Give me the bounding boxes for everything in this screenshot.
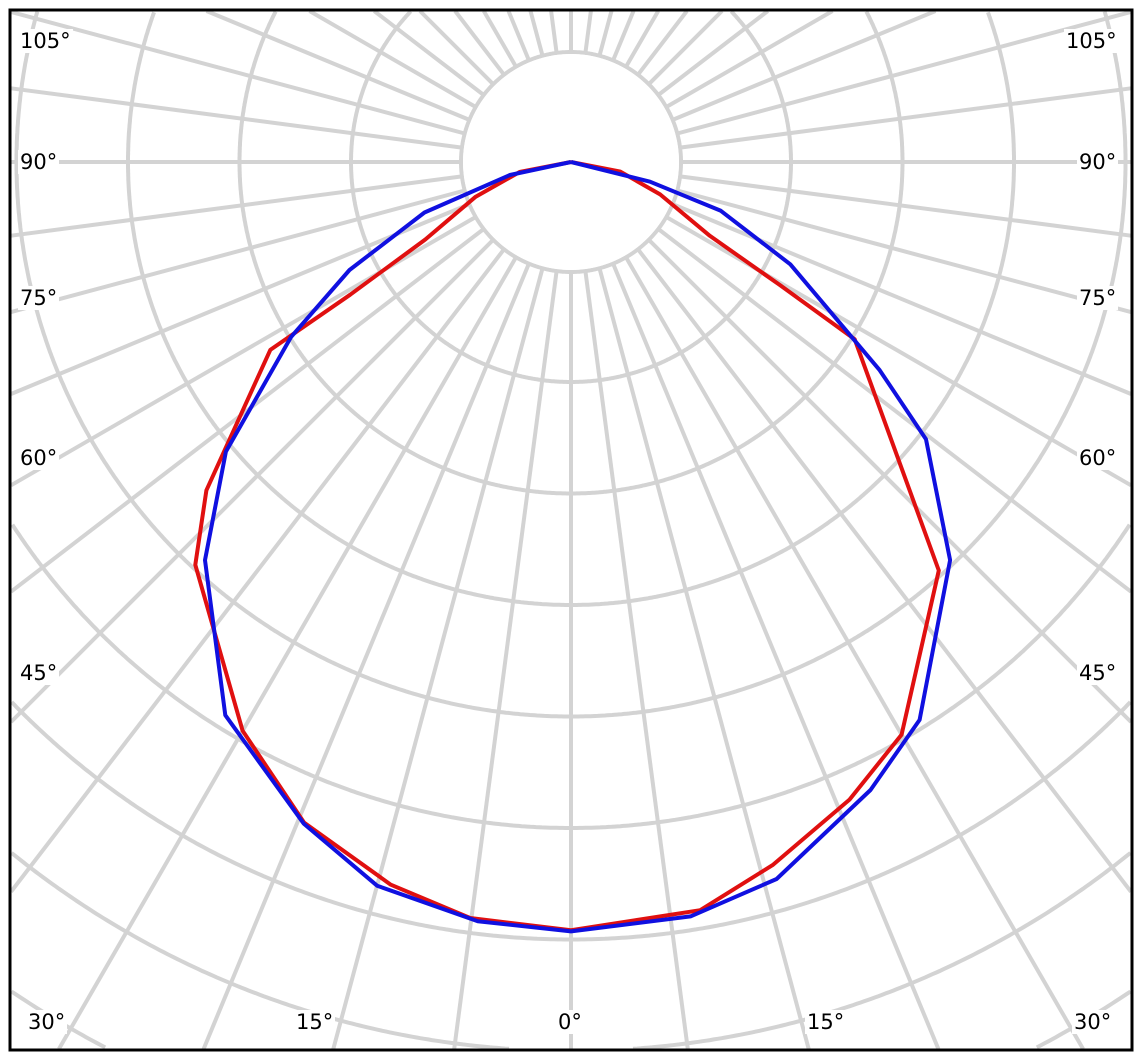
grid-radial-line [679, 86, 1132, 150]
angle-label-right-75: 75° [1077, 286, 1119, 310]
grid-radial-line [453, 9, 506, 76]
grid-ring [14, 10, 1128, 719]
grid-radial-line [9, 238, 495, 724]
angle-label-bottom-0: 0° [556, 1010, 584, 1034]
angle-label-left-90: 90° [18, 150, 60, 174]
grid-radial-line [624, 9, 660, 68]
grid-radial-line [611, 10, 636, 62]
grid-radial-line [9, 248, 506, 894]
grid-radial-line [57, 256, 518, 1051]
angle-label-left-45: 45° [18, 661, 60, 685]
grid-radial-line [611, 262, 941, 1050]
angle-label-left-105: 105° [18, 29, 73, 53]
grid-radial-line [676, 9, 1132, 136]
grid-radial-line [10, 86, 463, 150]
series-line-2 [203, 160, 953, 934]
angle-label-bottom-15-left: 15° [294, 1010, 336, 1034]
grid-radial-line [679, 174, 1132, 238]
grid-ring [459, 50, 683, 274]
grid-radial-line [657, 9, 770, 97]
plot-border [8, 8, 1134, 1052]
angle-label-right-105: 105° [1064, 29, 1119, 53]
grid-radial-line [647, 9, 724, 86]
grid-radial-line [597, 267, 811, 1050]
grid-radial-line [597, 10, 614, 57]
angle-label-bottom-15-right: 15° [805, 1010, 847, 1034]
grid-radial-line [201, 262, 531, 1050]
grid-radial-line [372, 9, 485, 97]
grid-ring [126, 11, 1016, 607]
grid-radial-line [506, 10, 531, 62]
grid-radial-line [308, 9, 477, 109]
grid-radial-line [657, 227, 1133, 594]
grid-radial-line [671, 202, 1132, 396]
angle-label-right-90: 90° [1077, 150, 1119, 174]
grid-radial-line [418, 9, 495, 86]
grid-radial-line [647, 238, 1133, 724]
grid-radial-line [10, 174, 463, 238]
grid-radial-line [636, 9, 689, 76]
grid-radial-line [549, 10, 559, 54]
series-line-1 [193, 160, 941, 933]
series-group [193, 160, 953, 934]
grid-radial-line [10, 188, 466, 315]
grid-radial-line [10, 9, 466, 136]
angle-label-right-60: 60° [1077, 446, 1119, 470]
polar-grid [9, 9, 1133, 1051]
angle-label-bottom-30-right: 30° [1072, 1010, 1114, 1034]
grid-radial-line [636, 248, 1133, 894]
grid-radial-line [665, 9, 834, 109]
grid-radial-line [528, 10, 545, 57]
grid-radial-line [624, 256, 1085, 1051]
grid-ring [10, 851, 1132, 1051]
grid-radial-line [331, 267, 545, 1050]
angle-label-left-60: 60° [18, 446, 60, 470]
grid-ring [10, 700, 1132, 942]
grid-radial-line [482, 9, 518, 68]
grid-radial-line [671, 9, 937, 122]
angle-label-left-75: 75° [18, 286, 60, 310]
angle-label-right-45: 45° [1077, 661, 1119, 685]
grid-radial-line [583, 10, 593, 54]
grid-radial-line [205, 9, 471, 122]
angle-label-bottom-30-left: 30° [26, 1010, 68, 1034]
grid-radial-line [676, 188, 1132, 315]
